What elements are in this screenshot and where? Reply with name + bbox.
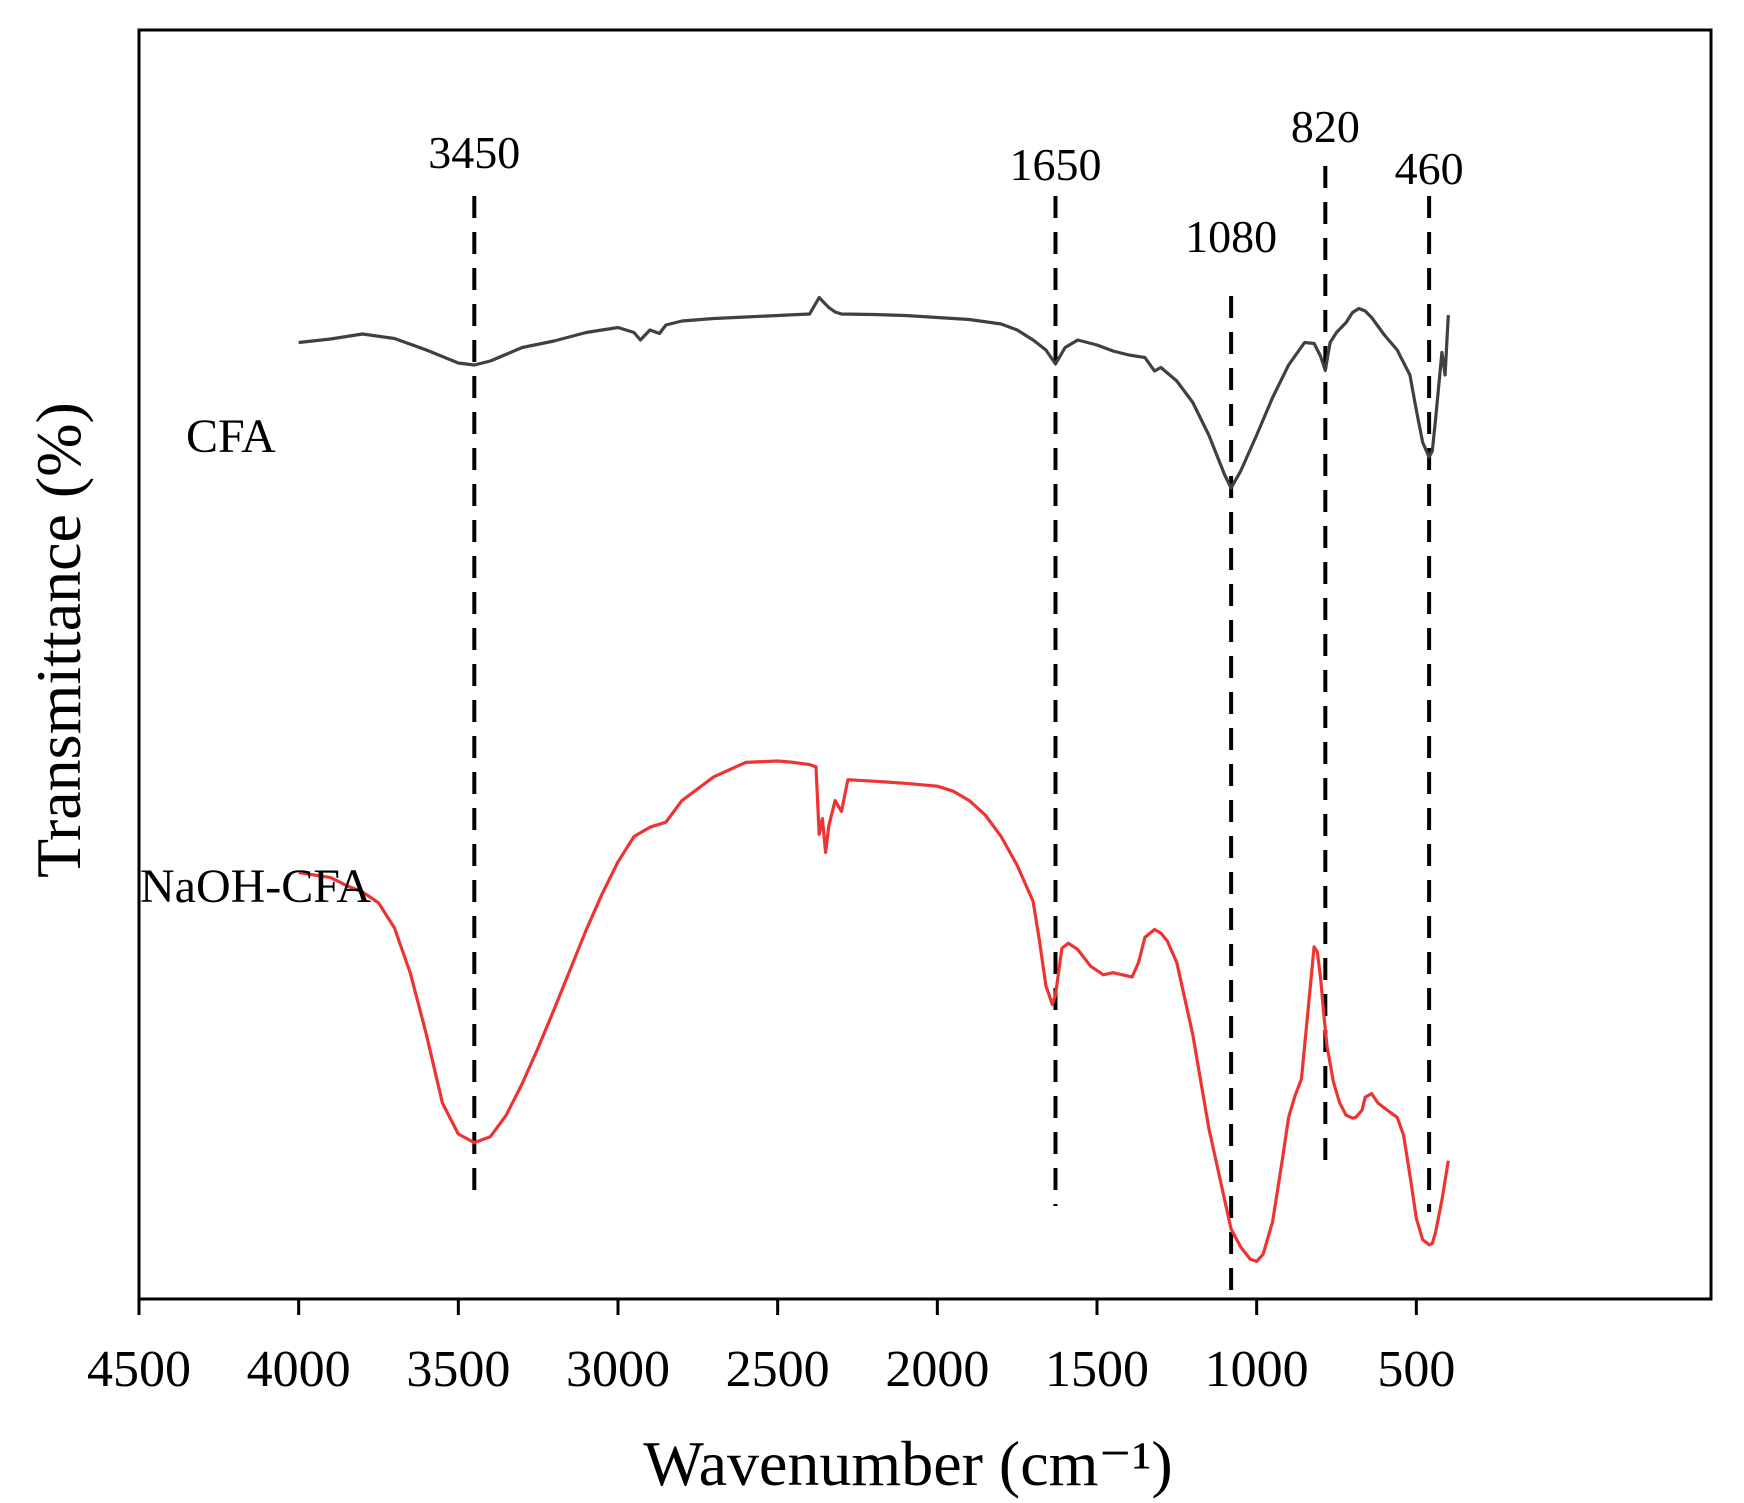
peak-annotations: 3450 1650 1080 820 460: [428, 101, 1463, 262]
x-axis-title: Wavenumber (cm⁻¹): [643, 1428, 1172, 1499]
x-tick-label-1500: 1500: [1045, 1341, 1149, 1398]
series-line-naoh-cfa: [298, 759, 1450, 1263]
peak-label-1650: 1650: [1009, 139, 1101, 190]
series-label-naoh-cfa: NaOH-CFA: [140, 860, 371, 913]
x-axis-ticks: 4500 4000 3500 3000 2500 2000 1500 1000 500: [87, 1299, 1455, 1398]
plot-frame: [137, 28, 1713, 1301]
peak-label-820: 820: [1291, 101, 1360, 152]
y-axis-title: Transmittance (%): [23, 402, 94, 878]
x-tick-label-500: 500: [1377, 1341, 1455, 1398]
peak-label-460: 460: [1395, 143, 1464, 194]
x-tick-label-1000: 1000: [1205, 1341, 1309, 1398]
series-group: [298, 295, 1450, 1263]
reference-lines: [472, 166, 1432, 1290]
x-tick-label-3000: 3000: [566, 1341, 670, 1398]
series-label-cfa: CFA: [186, 410, 276, 463]
x-tick-label-4500: 4500: [87, 1341, 191, 1398]
series-line-cfa: [298, 295, 1450, 490]
peak-label-1080: 1080: [1185, 211, 1277, 262]
x-tick-label-4000: 4000: [247, 1341, 351, 1398]
x-tick-label-2000: 2000: [885, 1341, 989, 1398]
x-tick-label-2500: 2500: [726, 1341, 830, 1398]
x-tick-label-3500: 3500: [406, 1341, 510, 1398]
peak-label-3450: 3450: [428, 127, 520, 178]
